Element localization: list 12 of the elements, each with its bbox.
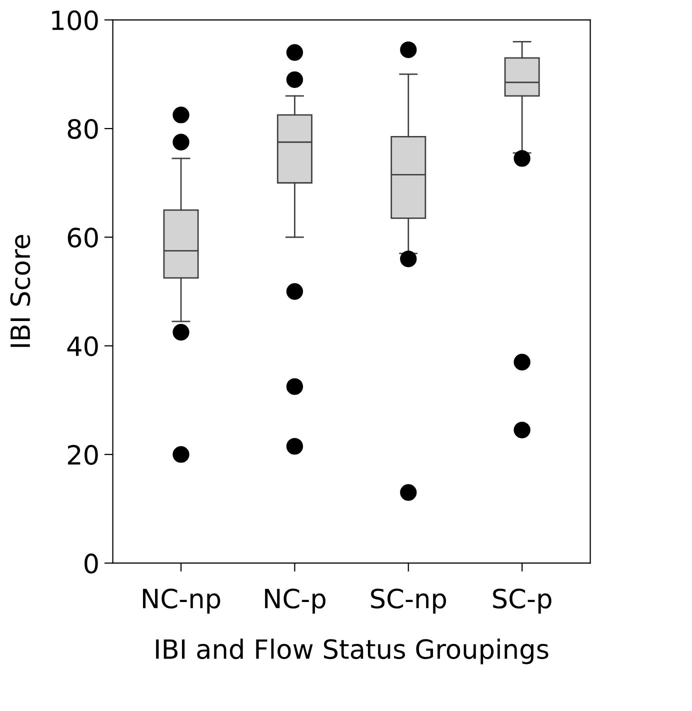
x-tick-label: NC-p <box>265 588 326 614</box>
y-tick-label: 60 <box>68 228 98 248</box>
y-tick-label: 0 <box>84 554 98 574</box>
y-tick-label: 40 <box>67 336 98 356</box>
y-tick-label: 100 <box>52 10 98 30</box>
x-tick-label: SC-np <box>371 588 446 614</box>
x-tick-label: SC-p <box>493 588 552 614</box>
y-axis-title: IBI Score <box>10 234 30 347</box>
y-tick-label: 80 <box>68 118 98 139</box>
x-axis-title: IBI and Flow Status Groupings <box>156 638 548 664</box>
x-tick-label: NC-np <box>143 588 220 614</box>
y-tick-label: 20 <box>68 444 98 465</box>
